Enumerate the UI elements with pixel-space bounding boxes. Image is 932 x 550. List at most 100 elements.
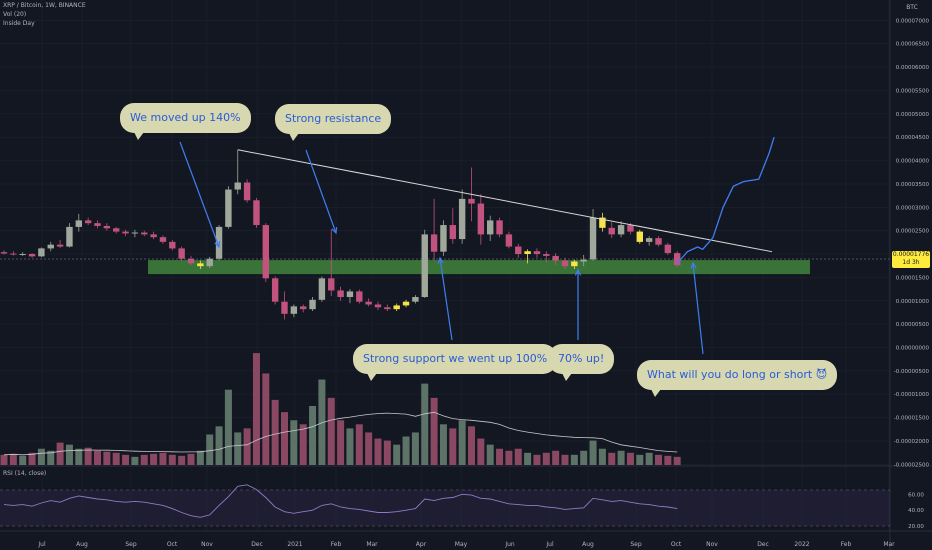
time-tick-label: Oct — [167, 541, 178, 548]
volume-bar — [150, 453, 158, 465]
price-axis[interactable]: 0.00007000 0.00006500 0.00006000 0.00005500… — [894, 18, 930, 468]
candle-body — [94, 223, 101, 226]
candle-body — [346, 291, 354, 298]
candle-body — [206, 258, 213, 267]
candle-body — [290, 306, 298, 314]
price-tick-label: 0.00001000 — [896, 299, 930, 305]
candle-body — [515, 246, 522, 255]
indicator-label[interactable]: Inside Day — [3, 20, 35, 27]
candle-body — [533, 251, 541, 255]
volume-bar — [402, 436, 410, 465]
volume-bar — [9, 453, 17, 465]
volume-bar — [299, 424, 307, 465]
candle-body — [159, 237, 167, 242]
volume-bar — [75, 448, 83, 465]
candle-body — [150, 234, 157, 238]
volume-bar — [496, 448, 504, 465]
annotation-arrows — [179, 141, 704, 355]
annotation-arrow-head — [214, 240, 221, 249]
time-axis[interactable]: Jul Aug Sep Oct Nov Dec 2021 Feb Mar Apr May Jun Jul… — [37, 541, 895, 548]
volume-bar — [355, 424, 363, 465]
candle-body — [225, 189, 232, 227]
price-tick-label: -0.00001000 — [894, 392, 930, 398]
price-tick-label: 0.00005000 — [896, 112, 930, 118]
candle-body — [113, 228, 120, 232]
volume-bar — [159, 452, 167, 465]
volume-bar — [112, 452, 120, 465]
candle-body — [10, 253, 17, 255]
volume-bar — [122, 454, 130, 465]
candle-body — [458, 198, 466, 240]
candle-body — [487, 220, 494, 235]
annotation-arrow-line — [179, 141, 220, 248]
candle-body — [262, 225, 269, 279]
candle-body — [253, 200, 260, 226]
volume-bar — [140, 454, 148, 465]
candle-body — [131, 232, 139, 234]
volume-bar — [589, 440, 597, 465]
candle-body — [440, 225, 447, 252]
price-tick-label: 0.00005500 — [896, 88, 930, 94]
volume-bar — [514, 448, 522, 465]
candle-body — [300, 306, 307, 310]
volume-bar — [477, 438, 485, 465]
candle-body — [356, 291, 363, 302]
last-price-tag: 0.00001776 1d 3h — [892, 251, 930, 268]
candle-body — [374, 304, 382, 308]
time-tick-label: Jul — [545, 541, 554, 548]
candle-body — [328, 278, 335, 291]
candle-body — [655, 238, 662, 245]
volume-bar — [37, 448, 45, 465]
symbol-title[interactable]: XRP / Bitcoin, 1W, BINANCE — [3, 2, 86, 9]
time-tick-label: Nov — [706, 541, 718, 548]
volume-bar — [187, 453, 195, 465]
volume-bar — [542, 452, 550, 465]
candle-body — [543, 254, 550, 256]
rsi-tick-label: 60.00 — [908, 492, 924, 498]
annotation-moved-up: We moved up 140% — [120, 103, 251, 140]
time-tick-label: Feb — [841, 541, 852, 548]
candle-body — [38, 248, 45, 257]
candle-body — [28, 254, 36, 257]
candle-body — [197, 263, 204, 267]
candle-body — [271, 278, 279, 302]
volume-bar — [65, 444, 73, 465]
volume-bar — [215, 426, 223, 465]
volume-ma-line — [3, 411, 678, 456]
candle-body — [337, 290, 344, 298]
volume-bar — [439, 424, 447, 465]
volume-bar — [393, 444, 401, 465]
candle-body — [468, 198, 475, 204]
candle-body — [0, 252, 8, 254]
rsi-label[interactable]: RSI (14, close) — [3, 470, 47, 477]
annotation-arrow-line — [305, 149, 337, 234]
volume-bar — [103, 451, 111, 465]
annotation-arrow-head — [574, 268, 582, 276]
volume-bar — [0, 454, 8, 465]
volume-bar — [617, 450, 625, 465]
volume-bar — [56, 442, 64, 465]
volume-bar — [318, 379, 326, 465]
volume-bar — [664, 455, 672, 465]
rsi-tick-label: 40.00 — [908, 508, 924, 514]
volume-bar — [178, 455, 186, 465]
candle-body — [281, 301, 288, 314]
rsi-tick-label: 20.00 — [908, 524, 924, 530]
time-tick-label: Dec — [757, 541, 769, 548]
volume-bar — [636, 454, 644, 465]
candle-body — [402, 301, 410, 306]
volume-bar — [19, 455, 27, 465]
grid-lines — [0, 0, 890, 531]
candle-body — [66, 226, 73, 247]
volume-bar — [458, 420, 466, 465]
price-tick-label: 0.00001500 — [896, 275, 930, 281]
volume-label[interactable]: Vol (20) — [3, 11, 27, 18]
candle-body — [571, 261, 578, 267]
volume-bar — [533, 454, 541, 465]
candle-body — [617, 225, 625, 235]
volume-bar — [580, 450, 588, 465]
volume-bar — [524, 452, 532, 465]
candle-body — [608, 227, 615, 235]
volume-bar — [608, 452, 616, 465]
